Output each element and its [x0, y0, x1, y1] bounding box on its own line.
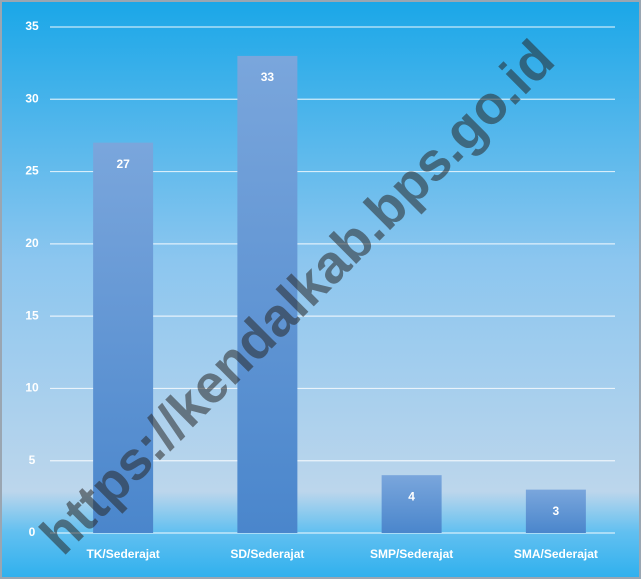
y-tick-label: 30: [25, 91, 39, 105]
x-tick-label: SMP/Sederajat: [370, 547, 453, 561]
bar: [381, 475, 442, 533]
bar: [237, 55, 298, 534]
value-label: 33: [261, 70, 275, 84]
bar: [93, 142, 154, 533]
y-tick-label: 5: [29, 453, 36, 467]
plot: 0 5 10 15 20 25 30 35 TK/Sederajat 27 SD/Sederajat…: [25, 19, 615, 561]
y-tick-label: 25: [25, 164, 39, 178]
value-label: 3: [553, 504, 560, 518]
y-tick-label: 15: [25, 308, 39, 322]
x-tick-label: SD/Sederajat: [230, 547, 304, 561]
value-label: 27: [116, 157, 130, 171]
y-tick-label: 35: [25, 19, 39, 33]
y-tick-label: 10: [25, 381, 39, 395]
value-label: 4: [408, 489, 415, 503]
y-tick-label: 20: [25, 236, 39, 250]
x-tick-label: TK/Sederajat: [86, 547, 159, 561]
bar: [525, 489, 586, 533]
x-tick-label: SMA/Sederajat: [514, 547, 598, 561]
y-tick-label: 0: [29, 525, 36, 539]
